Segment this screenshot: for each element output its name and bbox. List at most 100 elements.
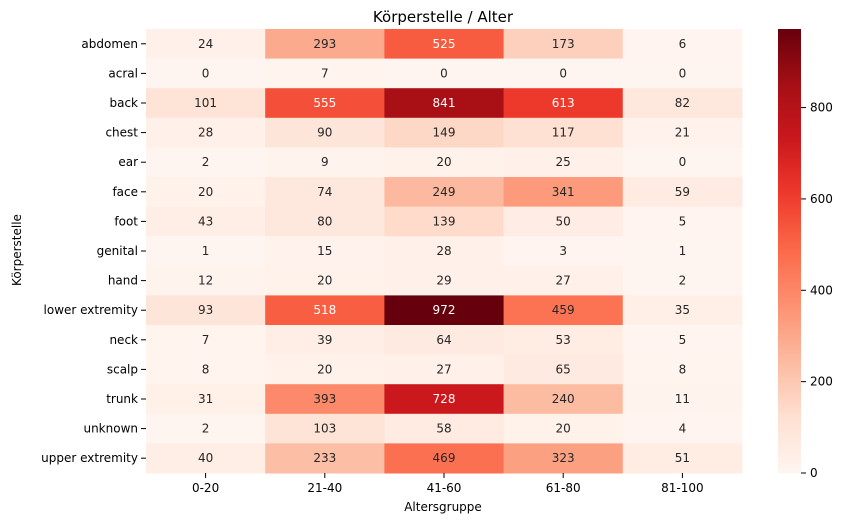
cell-value-label: 31 [198, 392, 213, 406]
cell-value-label: 0 [202, 66, 210, 80]
cell-value-label: 50 [556, 214, 571, 228]
cell-value-label: 0 [440, 66, 448, 80]
heatmap-cell [265, 265, 385, 296]
colorbar-tick-label: 600 [810, 192, 833, 206]
y-tick-label: abdomen [81, 37, 138, 51]
y-tick-label: scalp [107, 362, 138, 376]
heatmap-cell [622, 384, 743, 415]
heatmap-cell [622, 325, 743, 356]
cell-value-label: 613 [552, 96, 575, 110]
heatmap-cell [146, 443, 266, 474]
cell-value-label: 58 [436, 422, 451, 436]
cell-value-label: 293 [313, 37, 336, 51]
heatmap-cell [265, 58, 385, 89]
heatmap-cell [384, 117, 505, 148]
heatmap-cell [622, 236, 743, 267]
heatmap-cell [265, 236, 385, 267]
y-tick-label: upper extremity [41, 451, 138, 465]
cell-value-label: 27 [436, 362, 451, 376]
heatmap-cell [503, 147, 624, 178]
x-tick-label: 61-80 [546, 481, 581, 495]
cell-value-label: 80 [317, 214, 332, 228]
heatmap-cell [146, 354, 266, 385]
cell-value-label: 117 [552, 126, 575, 140]
heatmap-cell [622, 88, 743, 119]
cell-value-label: 51 [675, 451, 690, 465]
heatmap-cell [503, 265, 624, 296]
colorbar-gradient [778, 29, 801, 473]
heatmap-cell [265, 295, 385, 326]
cell-value-label: 59 [675, 185, 690, 199]
heatmap-cell [622, 177, 743, 208]
heatmap-cell [146, 58, 266, 89]
heatmap-cell [146, 413, 266, 444]
cell-value-label: 393 [313, 392, 336, 406]
x-tick-label: 41-60 [427, 481, 462, 495]
cell-value-label: 20 [198, 185, 213, 199]
heatmap-cell [622, 206, 743, 237]
heatmap-cell [265, 206, 385, 237]
cell-value-label: 4 [679, 422, 687, 436]
y-tick-label: ear [118, 155, 138, 169]
cell-value-label: 518 [313, 303, 336, 317]
x-tick-label: 81-100 [661, 481, 704, 495]
y-tick-label: lower extremity [44, 303, 138, 317]
cell-value-label: 3 [559, 244, 567, 258]
heatmap-cell [265, 443, 385, 474]
heatmap-cell [384, 58, 505, 89]
y-tick-label: hand [108, 274, 138, 288]
heatmap-cell [265, 147, 385, 178]
x-tick-label: 21-40 [307, 481, 342, 495]
heatmap-cell [622, 443, 743, 474]
heatmap-cell [503, 206, 624, 237]
heatmap-cell [384, 147, 505, 178]
y-axis-label: Körperstelle [10, 214, 24, 286]
heatmap-cell [384, 325, 505, 356]
cell-value-label: 93 [198, 303, 213, 317]
heatmap-cell [622, 29, 743, 60]
heatmap-cell [503, 384, 624, 415]
cell-value-label: 74 [317, 185, 332, 199]
cell-value-label: 53 [556, 333, 571, 347]
cell-value-label: 2 [202, 155, 210, 169]
heatmap-cell [384, 236, 505, 267]
cell-value-label: 39 [317, 333, 332, 347]
cell-value-label: 469 [433, 451, 456, 465]
heatmap-cell [146, 29, 266, 60]
cell-value-label: 323 [552, 451, 575, 465]
cell-value-label: 525 [433, 37, 456, 51]
cell-value-label: 20 [317, 274, 332, 288]
heatmap-cell [265, 413, 385, 444]
heatmap-cell [503, 325, 624, 356]
heatmap-cell [265, 384, 385, 415]
cell-value-label: 20 [556, 422, 571, 436]
cell-value-label: 35 [675, 303, 690, 317]
heatmap-cell [146, 206, 266, 237]
y-tick-labels: abdomen acral back chest ear face foot genital h… [41, 37, 146, 465]
y-tick-label: genital [97, 244, 138, 258]
heatmap-cell [503, 29, 624, 60]
heatmap-cell [622, 354, 743, 385]
cell-value-label: 972 [433, 303, 456, 317]
heatmap-cell [384, 206, 505, 237]
cell-value-label: 555 [313, 96, 336, 110]
heatmap-cell [265, 117, 385, 148]
heatmap-cell [384, 413, 505, 444]
cell-value-label: 0 [559, 66, 567, 80]
heatmap-cell [622, 117, 743, 148]
heatmap-cell [146, 265, 266, 296]
heatmap-cell [265, 177, 385, 208]
heatmap-cell [265, 325, 385, 356]
cell-value-label: 82 [675, 96, 690, 110]
cell-value-label: 29 [436, 274, 451, 288]
heatmap-cell [503, 354, 624, 385]
heatmap-cell [384, 295, 505, 326]
cell-value-label: 1 [679, 244, 687, 258]
cell-value-label: 5 [679, 333, 687, 347]
cell-value-label: 341 [552, 185, 575, 199]
cell-value-label: 0 [679, 66, 687, 80]
heatmap-cell [622, 147, 743, 178]
heatmap-cell [384, 177, 505, 208]
heatmap-cell [503, 58, 624, 89]
